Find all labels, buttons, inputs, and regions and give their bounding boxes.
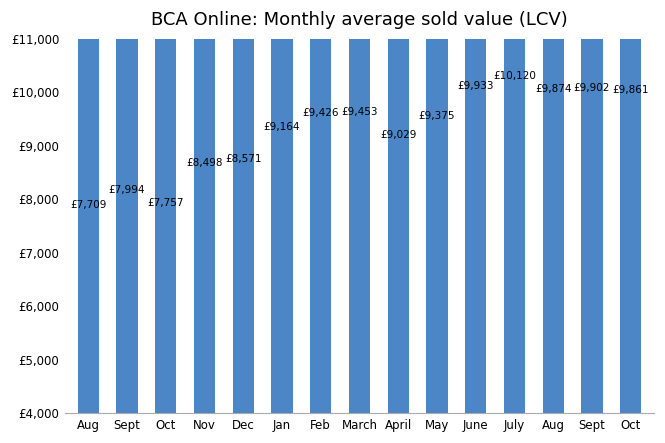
Text: £9,029: £9,029 (380, 130, 416, 140)
Text: £9,164: £9,164 (264, 122, 300, 132)
Bar (504, 0, 525, 413)
Bar (155, 0, 176, 413)
Bar (78, 1, 99, 413)
Text: £7,994: £7,994 (109, 185, 145, 195)
Text: £9,902: £9,902 (574, 83, 610, 93)
Bar (233, 0, 254, 413)
Text: £10,120: £10,120 (493, 71, 536, 81)
Bar (543, 0, 564, 413)
Text: £9,426: £9,426 (303, 109, 339, 118)
Bar (349, 0, 370, 413)
Text: £7,757: £7,757 (148, 198, 184, 208)
Bar (581, 0, 602, 413)
Title: BCA Online: Monthly average sold value (LCV): BCA Online: Monthly average sold value (… (151, 11, 568, 29)
Text: £9,933: £9,933 (458, 81, 494, 91)
Bar (116, 0, 138, 413)
Text: £7,709: £7,709 (70, 200, 106, 210)
Text: £9,453: £9,453 (341, 107, 378, 117)
Bar (310, 0, 331, 413)
Text: £9,375: £9,375 (419, 111, 456, 121)
Text: £9,874: £9,874 (535, 85, 571, 94)
Text: £8,498: £8,498 (186, 158, 223, 168)
Bar (620, 0, 641, 413)
Bar (388, 0, 409, 413)
Bar (426, 0, 448, 413)
Bar (465, 0, 486, 413)
Text: £8,571: £8,571 (225, 154, 261, 164)
Bar (194, 0, 215, 413)
Text: £9,861: £9,861 (612, 85, 649, 95)
Bar (271, 0, 293, 413)
